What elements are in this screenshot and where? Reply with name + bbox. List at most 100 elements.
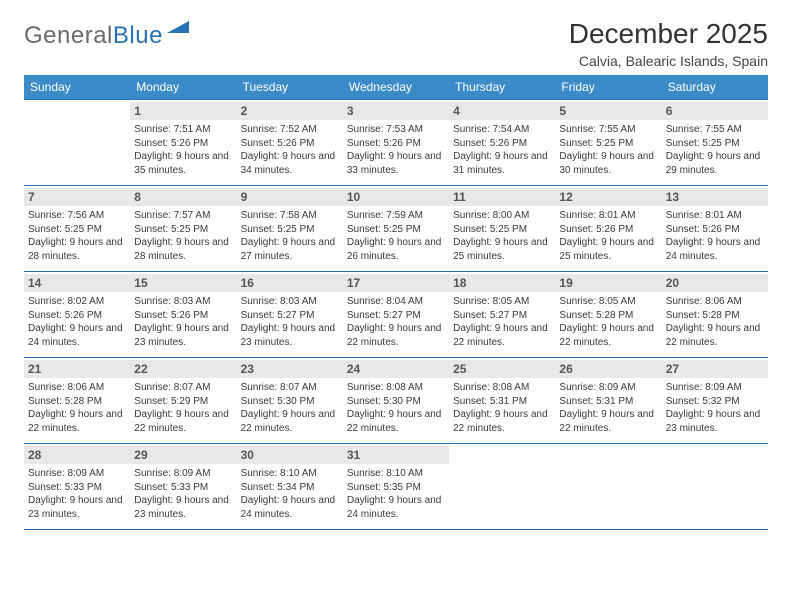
day-number: 21 <box>24 360 130 378</box>
sunset-text: Sunset: 5:26 PM <box>241 137 339 151</box>
sunset-text: Sunset: 5:25 PM <box>134 223 232 237</box>
daylight-text: Daylight: 9 hours and 24 minutes. <box>666 236 764 263</box>
day-number: 8 <box>130 188 236 206</box>
daylight-text: Daylight: 9 hours and 24 minutes. <box>28 322 126 349</box>
sunrise-text: Sunrise: 7:53 AM <box>347 123 445 137</box>
day-info: Sunrise: 8:09 AMSunset: 5:33 PMDaylight:… <box>28 467 126 521</box>
calendar-cell: 25 Sunrise: 8:08 AMSunset: 5:31 PMDayligh… <box>449 358 555 444</box>
daylight-text: Daylight: 9 hours and 24 minutes. <box>241 494 339 521</box>
sunset-text: Sunset: 5:25 PM <box>559 137 657 151</box>
day-number: 25 <box>449 360 555 378</box>
sunrise-text: Sunrise: 7:57 AM <box>134 209 232 223</box>
calendar-week-row: 7 Sunrise: 7:56 AM Sunset: 5:25 PM Daylight… <box>24 186 768 272</box>
daylight-text: Daylight: 9 hours and 23 minutes. <box>134 322 232 349</box>
calendar-cell: 7Sunrise: 7:56 AMSunset: 5:25 PMDaylight… <box>24 186 130 272</box>
day-info: Sunrise: 8:09 AMSunset: 5:31 PMDaylight:… <box>559 381 657 435</box>
calendar-page: GeneralBlue December 2025 Calvia, Balear… <box>0 0 792 530</box>
sunset-text: Sunset: 5:26 PM <box>347 137 445 151</box>
calendar-cell: 17Sunrise: 8:04 AMSunset: 5:27 PMDayligh… <box>343 272 449 358</box>
day-info: Sunrise: 8:06 AMSunset: 5:28 PMDaylight:… <box>666 295 764 349</box>
day-number: 2 <box>237 102 343 120</box>
calendar-cell: 29Sunrise: 8:09 AMSunset: 5:33 PMDayligh… <box>130 444 236 530</box>
sunrise-text: Sunrise: 8:08 AM <box>347 381 445 395</box>
calendar-cell: 14 Sunrise: 8:02 AMSunset: 5:26 PMDayligh… <box>24 272 130 358</box>
weekday-header: Sunday <box>24 75 130 100</box>
daylight-text: Daylight: 9 hours and 23 minutes. <box>134 494 232 521</box>
sunset-text: Sunset: 5:30 PM <box>241 395 339 409</box>
daylight-text: Daylight: 9 hours and 33 minutes. <box>347 150 445 177</box>
weekday-header: Monday <box>130 75 236 100</box>
sunrise-text: Sunrise: 8:06 AM <box>28 381 126 395</box>
calendar-cell: 26 Sunrise: 8:09 AMSunset: 5:31 PMDayligh… <box>555 358 661 444</box>
sunrise-text: Sunrise: 8:00 AM <box>453 209 551 223</box>
day-number: 7 <box>24 188 130 206</box>
sunset-text: Sunset: 5:25 PM <box>666 137 764 151</box>
calendar-week-row: 28Sunrise: 8:09 AMSunset: 5:33 PMDayligh… <box>24 444 768 530</box>
weekday-header: Friday <box>555 75 661 100</box>
sunset-text: Sunset: 5:28 PM <box>28 395 126 409</box>
sunset-text: Sunset: 5:32 PM <box>666 395 764 409</box>
sunrise-text: Sunrise: 8:09 AM <box>559 381 657 395</box>
calendar-cell: 30Sunrise: 8:10 AMSunset: 5:34 PMDayligh… <box>237 444 343 530</box>
day-number: 11 <box>449 188 555 206</box>
calendar-cell: 19Sunrise: 8:05 AMSunset: 5:28 PMDayligh… <box>555 272 661 358</box>
sunset-text: Sunset: 5:25 PM <box>453 223 551 237</box>
calendar-cell: 13Sunrise: 8:01 AMSunset: 5:26 PMDayligh… <box>662 186 768 272</box>
sunset-text: Sunset: 5:28 PM <box>666 309 764 323</box>
logo-triangle-icon <box>167 19 189 38</box>
calendar-week-row: 21 Sunrise: 8:06 AMSunset: 5:28 PM Dayligh… <box>24 358 768 444</box>
calendar-cell: 15Sunrise: 8:03 AMSunset: 5:26 PMDayligh… <box>130 272 236 358</box>
calendar-cell: 27Sunrise: 8:09 AMSunset: 5:32 PMDayligh… <box>662 358 768 444</box>
day-number: 26 <box>555 360 661 378</box>
sunrise-text: Sunrise: 8:02 AM <box>28 295 126 309</box>
calendar-week-row: 14 Sunrise: 8:02 AMSunset: 5:26 PMDayligh… <box>24 272 768 358</box>
day-info: Sunrise: 7:52 AMSunset: 5:26 PMDaylight:… <box>241 123 339 177</box>
day-number: 14 <box>24 274 130 292</box>
calendar-cell: 18Sunrise: 8:05 AMSunset: 5:27 PMDayligh… <box>449 272 555 358</box>
sunset-text: Sunset: 5:26 PM <box>453 137 551 151</box>
daylight-text: Daylight: 9 hours and 34 minutes. <box>241 150 339 177</box>
weekday-header: Wednesday <box>343 75 449 100</box>
weekday-header: Thursday <box>449 75 555 100</box>
daylight-text: Daylight: 9 hours and 23 minutes. <box>666 408 764 435</box>
day-number: 5 <box>555 102 661 120</box>
sunset-text: Sunset: 5:26 PM <box>134 137 232 151</box>
day-info: Sunrise: 8:07 AMSunset: 5:30 PMDaylight:… <box>241 381 339 435</box>
calendar-cell: 21Sunrise: 8:06 AMSunset: 5:28 PMDayligh… <box>24 358 130 444</box>
day-info: Sunrise: 8:08 AMSunset: 5:31 PMDaylight:… <box>453 381 551 435</box>
day-info: Sunrise: 8:01 AMSunset: 5:26 PMDaylight:… <box>559 209 657 263</box>
daylight-text: Daylight: 9 hours and 22 minutes. <box>453 322 551 349</box>
day-number: 13 <box>662 188 768 206</box>
brand-logo: GeneralBlue <box>24 18 189 50</box>
daylight-text: Daylight: 9 hours and 22 minutes. <box>347 408 445 435</box>
day-info: Sunrise: 8:02 AMSunset: 5:26 PMDaylight:… <box>28 295 126 349</box>
daylight-text: Daylight: 9 hours and 22 minutes. <box>559 408 657 435</box>
calendar-cell: 12 Sunrise: 8:01 AMSunset: 5:26 PMDayligh… <box>555 186 661 272</box>
sunrise-text: Sunrise: 7:56 AM <box>28 209 126 223</box>
sunrise-text: Sunrise: 7:55 AM <box>666 123 764 137</box>
day-number: 12 <box>555 188 661 206</box>
daylight-text: Daylight: 9 hours and 22 minutes. <box>347 322 445 349</box>
sunrise-text: Sunrise: 8:01 AM <box>666 209 764 223</box>
sunrise-text: Sunrise: 7:55 AM <box>559 123 657 137</box>
day-number: 17 <box>343 274 449 292</box>
sunrise-text: Sunrise: 8:04 AM <box>347 295 445 309</box>
calendar-cell: 5Sunrise: 7:55 AMSunset: 5:25 PMDaylight… <box>555 100 661 186</box>
day-number: 19 <box>555 274 661 292</box>
sunset-text: Sunset: 5:34 PM <box>241 481 339 495</box>
calendar-cell <box>555 444 661 530</box>
calendar-cell: 3Sunrise: 7:53 AMSunset: 5:26 PMDaylight… <box>343 100 449 186</box>
sunrise-text: Sunrise: 7:52 AM <box>241 123 339 137</box>
day-info: Sunrise: 8:10 AMSunset: 5:34 PMDaylight:… <box>241 467 339 521</box>
daylight-text: Daylight: 9 hours and 22 minutes. <box>666 322 764 349</box>
day-info: Sunrise: 8:07 AMSunset: 5:29 PMDaylight:… <box>134 381 232 435</box>
day-info: Sunrise: 8:09 AMSunset: 5:32 PMDaylight:… <box>666 381 764 435</box>
calendar-cell: 22Sunrise: 8:07 AMSunset: 5:29 PMDayligh… <box>130 358 236 444</box>
day-info: Sunrise: 7:53 AMSunset: 5:26 PMDaylight:… <box>347 123 445 177</box>
day-info: Sunrise: 8:03 AMSunset: 5:27 PMDaylight:… <box>241 295 339 349</box>
calendar-cell <box>662 444 768 530</box>
sunrise-text: Sunrise: 8:01 AM <box>559 209 657 223</box>
sunset-text: Sunset: 5:31 PM <box>453 395 551 409</box>
day-info: Sunrise: 8:03 AMSunset: 5:26 PMDaylight:… <box>134 295 232 349</box>
daylight-text: Daylight: 9 hours and 24 minutes. <box>347 494 445 521</box>
